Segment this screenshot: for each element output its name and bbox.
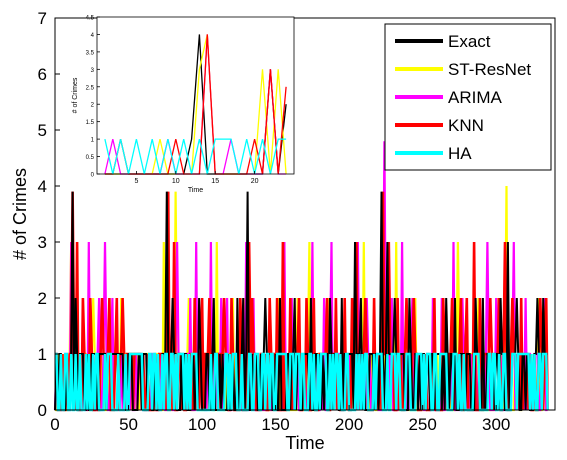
- x-tick-label: 200: [335, 415, 363, 434]
- x-tick-label: 50: [119, 415, 138, 434]
- inset-y-tick-label: 3: [91, 68, 95, 74]
- x-tick-label: 150: [261, 415, 289, 434]
- x-tick-label: 100: [188, 415, 216, 434]
- series-line-ha: [55, 352, 549, 412]
- inset-y-tick-label: 1: [91, 138, 95, 144]
- inset-y-tick-label: 4.5: [86, 16, 95, 22]
- y-tick-label: 3: [38, 233, 47, 252]
- inset-y-tick-label: 0: [91, 173, 95, 179]
- y-tick-label: 2: [38, 289, 47, 308]
- inset-y-tick-label: 3.5: [86, 50, 95, 56]
- inset-x-tick-label: 5: [134, 178, 138, 185]
- inset-x-axis-title: Time: [188, 187, 203, 194]
- y-tick-label: 6: [38, 65, 47, 84]
- y-tick-label: 0: [38, 401, 47, 420]
- inset-y-tick-label: 2.5: [86, 85, 95, 91]
- axes-frame: [54, 17, 556, 411]
- inset-y-tick-label: 0.5: [86, 155, 95, 161]
- inset-y-tick-label: 2: [91, 103, 95, 109]
- y-tick-label: 5: [38, 121, 47, 140]
- inset-y-axis-title: # of Crimes: [72, 77, 79, 113]
- legend-label: ARIMA: [448, 88, 503, 107]
- x-axis-title: Time: [285, 433, 324, 453]
- inset-x-tick-label: 15: [211, 178, 219, 185]
- inset-y-tick-label: 1.5: [86, 120, 95, 126]
- x-tick-label: 0: [50, 415, 59, 434]
- legend-label: ST-ResNet: [448, 60, 531, 79]
- legend-label: HA: [448, 144, 472, 163]
- x-tick-label: 300: [482, 415, 510, 434]
- y-tick-label: 1: [38, 345, 47, 364]
- inset-x-tick-label: 20: [251, 178, 259, 185]
- inset-x-tick-label: 10: [172, 178, 180, 185]
- y-tick-label: 7: [38, 9, 47, 28]
- inset-y-tick-label: 4: [91, 33, 95, 39]
- inset-axes-frame: [96, 16, 295, 175]
- y-tick-label: 4: [38, 177, 47, 196]
- legend-label: Exact: [448, 32, 491, 51]
- legend-label: KNN: [448, 116, 484, 135]
- inset-series-line-ha: [104, 138, 287, 175]
- y-axis-title: # of Crimes: [10, 168, 30, 260]
- x-tick-label: 250: [408, 415, 436, 434]
